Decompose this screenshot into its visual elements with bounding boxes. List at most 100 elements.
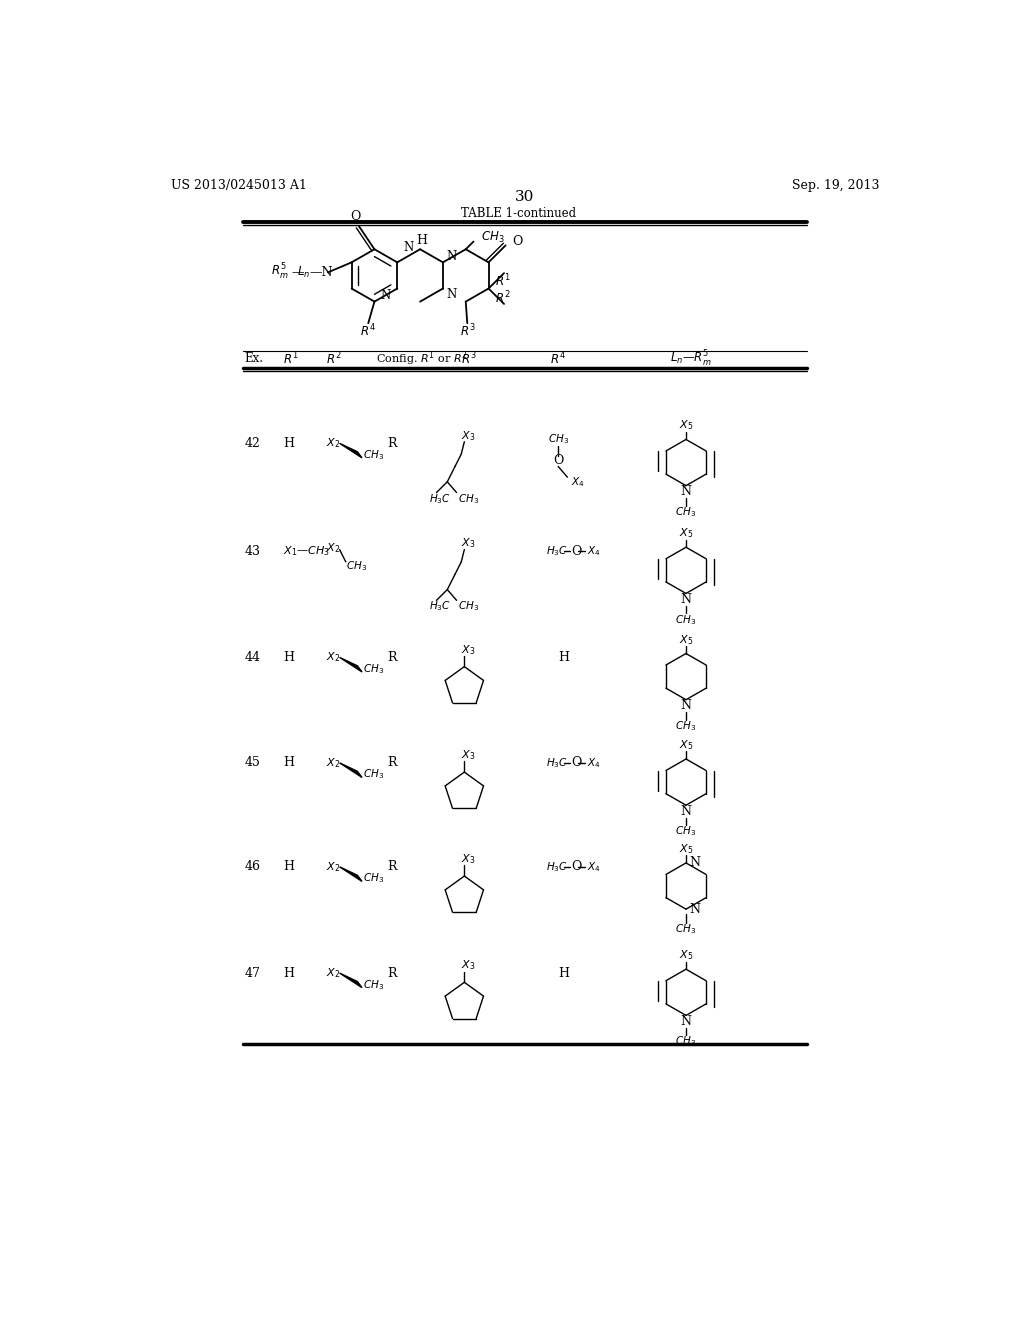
Text: $X_5$: $X_5$ [679, 842, 693, 855]
Text: $X_3$: $X_3$ [461, 958, 475, 973]
Text: TABLE 1-continued: TABLE 1-continued [461, 207, 577, 220]
Text: $L_n$—$R^5_m$: $L_n$—$R^5_m$ [671, 348, 712, 368]
Text: $X_3$: $X_3$ [461, 643, 475, 656]
Text: $H_3C$: $H_3C$ [429, 599, 451, 614]
Text: $X_2$: $X_2$ [326, 541, 340, 554]
Text: $CH_3$: $CH_3$ [481, 230, 505, 246]
Text: $H_3C$: $H_3C$ [429, 492, 451, 506]
Text: $CH_3$: $CH_3$ [362, 871, 384, 886]
Text: 30: 30 [515, 190, 535, 203]
Text: Config. $R^1$ or $R^2$: Config. $R^1$ or $R^2$ [376, 350, 468, 368]
Text: $CH_3$: $CH_3$ [676, 825, 696, 838]
Text: $X_2$: $X_2$ [326, 859, 340, 874]
Text: $CH_3$: $CH_3$ [676, 719, 696, 733]
Text: $X_2$: $X_2$ [326, 966, 340, 979]
Text: $R^4$: $R^4$ [550, 350, 566, 367]
Text: 45: 45 [245, 756, 260, 770]
Text: $X_2$: $X_2$ [326, 437, 340, 450]
Text: $CH_3$: $CH_3$ [346, 560, 367, 573]
Text: $X_3$: $X_3$ [461, 748, 475, 762]
Text: 43: 43 [245, 545, 260, 557]
Text: N: N [681, 700, 691, 713]
Text: $X_4$: $X_4$ [570, 475, 585, 488]
Text: $X_3$: $X_3$ [461, 429, 475, 442]
Text: N: N [681, 1015, 691, 1028]
Polygon shape [340, 973, 362, 987]
Text: $R^1$: $R^1$ [495, 272, 510, 289]
Text: $CH_3$: $CH_3$ [362, 663, 384, 676]
Text: O: O [571, 756, 582, 770]
Text: $X_2$: $X_2$ [326, 756, 340, 770]
Polygon shape [340, 657, 362, 672]
Text: $CH_3$: $CH_3$ [548, 433, 568, 446]
Text: Sep. 19, 2013: Sep. 19, 2013 [793, 178, 880, 191]
Text: N: N [689, 857, 700, 870]
Text: $H_3C$: $H_3C$ [547, 859, 568, 874]
Text: H: H [283, 437, 294, 450]
Text: $CH_3$: $CH_3$ [676, 1035, 696, 1048]
Polygon shape [340, 444, 362, 458]
Text: Ex.: Ex. [245, 352, 263, 366]
Text: H: H [283, 756, 294, 770]
Text: H: H [558, 651, 569, 664]
Text: O: O [553, 454, 563, 467]
Text: $L_n$: $L_n$ [297, 265, 310, 280]
Text: R: R [387, 861, 396, 874]
Text: $X_5$: $X_5$ [679, 632, 693, 647]
Text: 46: 46 [245, 861, 260, 874]
Text: N: N [446, 288, 457, 301]
Text: N: N [689, 903, 700, 916]
Text: O: O [512, 235, 522, 248]
Text: $X_3$: $X_3$ [461, 853, 475, 866]
Text: H: H [283, 966, 294, 979]
Text: US 2013/0245013 A1: US 2013/0245013 A1 [171, 178, 306, 191]
Text: $CH_3$: $CH_3$ [362, 767, 384, 781]
Text: $R^2$: $R^2$ [495, 289, 510, 306]
Text: $CH_3$: $CH_3$ [362, 447, 384, 462]
Text: $R^3$: $R^3$ [460, 322, 475, 339]
Text: R: R [387, 437, 396, 450]
Text: N: N [381, 289, 391, 302]
Text: 42: 42 [245, 437, 260, 450]
Text: $R^3$: $R^3$ [461, 350, 477, 367]
Text: $X_4$: $X_4$ [587, 756, 600, 770]
Text: $X_1$—$CH_3$: $X_1$—$CH_3$ [283, 544, 330, 558]
Text: $X_4$: $X_4$ [587, 859, 600, 874]
Polygon shape [340, 867, 362, 882]
Text: —: — [292, 265, 304, 279]
Text: $X_3$: $X_3$ [461, 536, 475, 550]
Text: $X_5$: $X_5$ [679, 527, 693, 540]
Polygon shape [340, 763, 362, 777]
Text: $H_3C$: $H_3C$ [547, 544, 568, 558]
Text: $CH_3$: $CH_3$ [676, 506, 696, 519]
Text: H: H [283, 651, 294, 664]
Text: N: N [446, 249, 457, 263]
Text: $X_5$: $X_5$ [679, 418, 693, 433]
Text: 44: 44 [245, 651, 260, 664]
Text: R: R [387, 966, 396, 979]
Text: N: N [681, 486, 691, 499]
Text: $CH_3$: $CH_3$ [458, 492, 479, 506]
Text: $CH_3$: $CH_3$ [676, 612, 696, 627]
Text: O: O [350, 210, 360, 223]
Text: O: O [571, 545, 582, 557]
Text: $R^2$: $R^2$ [326, 350, 341, 367]
Text: R: R [387, 651, 396, 664]
Text: $X_5$: $X_5$ [679, 949, 693, 962]
Text: H: H [558, 966, 569, 979]
Text: N: N [681, 593, 691, 606]
Text: $X_2$: $X_2$ [326, 651, 340, 664]
Text: $X_4$: $X_4$ [587, 544, 600, 558]
Text: $CH_3$: $CH_3$ [362, 978, 384, 991]
Text: N: N [403, 242, 414, 255]
Text: O: O [571, 861, 582, 874]
Text: N: N [681, 805, 691, 818]
Text: $CH_3$: $CH_3$ [676, 923, 696, 936]
Text: R: R [387, 756, 396, 770]
Text: H: H [283, 861, 294, 874]
Text: 47: 47 [245, 966, 260, 979]
Text: H: H [416, 234, 427, 247]
Text: $CH_3$: $CH_3$ [458, 599, 479, 614]
Text: $R^4$: $R^4$ [360, 322, 376, 339]
Text: $X_5$: $X_5$ [679, 738, 693, 752]
